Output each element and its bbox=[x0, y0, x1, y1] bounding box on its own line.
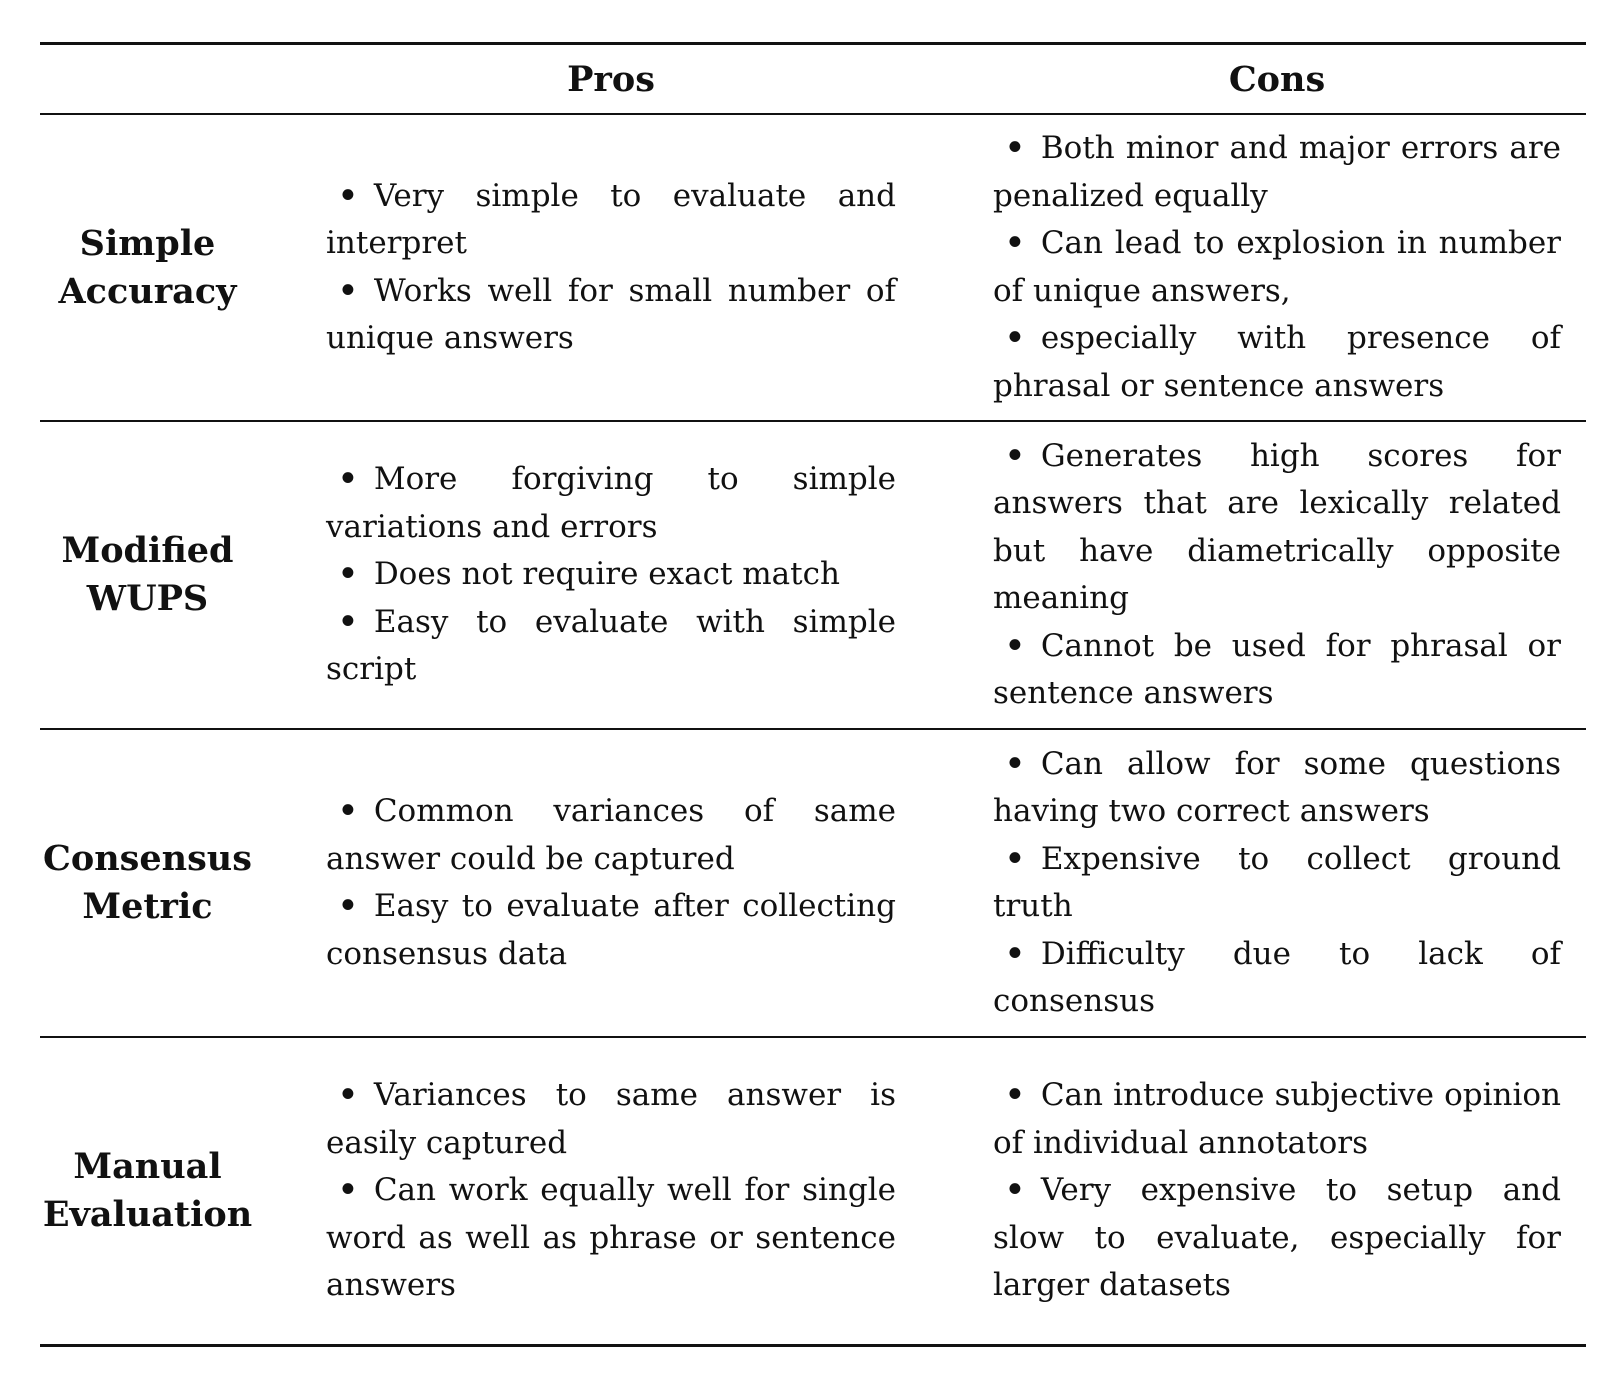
bullet-icon: • bbox=[1005, 1172, 1025, 1209]
header-cons: Cons bbox=[1228, 58, 1326, 100]
row-label-modified-wups: Modified WUPS bbox=[40, 422, 255, 728]
bullet-icon: • bbox=[1005, 437, 1025, 474]
header-rule bbox=[40, 113, 1586, 115]
cons-item: • Cannot be used for phrasal or sentence … bbox=[993, 623, 1561, 718]
row-label-line: Metric bbox=[82, 886, 213, 927]
bullet-icon: • bbox=[338, 1077, 358, 1114]
bullet-icon: • bbox=[338, 888, 358, 924]
bullet-icon: • bbox=[1005, 745, 1025, 782]
row-divider bbox=[40, 420, 1586, 422]
pros-item: • Can work equally well for single word a… bbox=[326, 1167, 896, 1310]
top-rule bbox=[40, 42, 1586, 45]
cons-item-text: Both minor and major errors are penalize… bbox=[993, 130, 1561, 214]
cons-item-text: Difficulty due to lack of consensus bbox=[993, 935, 1561, 1020]
pros-item-text: Common variances of same answer could be… bbox=[326, 793, 896, 877]
cons-item: • Difficulty due to lack of consensus bbox=[993, 931, 1561, 1026]
cons-item-text: Very expensive to setup and slow to eval… bbox=[993, 1172, 1561, 1304]
bullet-icon: • bbox=[1005, 1077, 1025, 1114]
header-pros: Pros bbox=[567, 58, 655, 100]
cons-cell-modified-wups: • Generates high scores for answers that … bbox=[993, 422, 1561, 728]
row-label-line: Accuracy bbox=[58, 270, 237, 312]
pros-item: • Does not require exact match bbox=[326, 551, 896, 599]
pros-item-text: Easy to evaluate after collecting consen… bbox=[326, 888, 896, 972]
cons-cell-simple-accuracy: • Both minor and major errors are penaliz… bbox=[993, 115, 1561, 420]
bullet-icon: • bbox=[338, 1172, 358, 1209]
pros-item-text: More forgiving to simple variations and … bbox=[326, 461, 896, 545]
cons-item-text: Can introduce subjective opinion of indi… bbox=[993, 1077, 1561, 1161]
pros-item: • Easy to evaluate with simple script bbox=[326, 599, 896, 694]
row-label-line: Simple bbox=[79, 222, 216, 264]
cons-item: • Can allow for some questions having two… bbox=[993, 741, 1561, 836]
cons-item-text: Generates high scores for answers that a… bbox=[993, 437, 1561, 617]
cons-item: • Very expensive to setup and slow to eva… bbox=[993, 1167, 1561, 1310]
pros-item: • Easy to evaluate after collecting conse… bbox=[326, 883, 896, 978]
bullet-icon: • bbox=[338, 461, 358, 498]
bullet-icon: • bbox=[338, 603, 358, 640]
bullet-icon: • bbox=[338, 272, 358, 309]
bullet-icon: • bbox=[338, 556, 358, 593]
bullet-icon: • bbox=[1005, 320, 1025, 356]
pros-item-text: Does not require exact match bbox=[373, 556, 840, 593]
bullet-icon: • bbox=[338, 177, 358, 214]
row-label-consensus-metric: Consensus Metric bbox=[40, 730, 255, 1036]
row-label-simple-accuracy: Simple Accuracy bbox=[40, 115, 255, 420]
pros-item-text: Can work equally well for single word as… bbox=[326, 1172, 896, 1304]
row-divider bbox=[40, 728, 1586, 730]
cons-cell-consensus-metric: • Can allow for some questions having two… bbox=[993, 730, 1561, 1036]
cons-item-text: Can allow for some questions having two … bbox=[993, 745, 1561, 830]
pros-cell-manual-evaluation: • Variances to same answer is easily capt… bbox=[326, 1038, 896, 1344]
pros-item: • Variances to same answer is easily capt… bbox=[326, 1072, 896, 1167]
pros-cell-modified-wups: • More forgiving to simple variations and… bbox=[326, 422, 896, 728]
row-label-line: Manual bbox=[73, 1146, 222, 1187]
row-label-line: WUPS bbox=[86, 578, 209, 619]
pros-item-text: Very simple to evaluate and interpret bbox=[326, 177, 896, 262]
cons-item-text: Cannot be used for phrasal or sentence a… bbox=[993, 627, 1561, 712]
cons-item: • Generates high scores for answers that … bbox=[993, 433, 1561, 623]
cons-item-text: especially with presence of phrasal or s… bbox=[993, 320, 1561, 404]
cons-item: • Expensive to collect ground truth bbox=[993, 836, 1561, 931]
bullet-icon: • bbox=[1005, 840, 1025, 877]
pros-item-text: Variances to same answer is easily captu… bbox=[326, 1077, 896, 1161]
row-label-line: Consensus bbox=[43, 838, 252, 879]
row-label-line: Modified bbox=[61, 530, 234, 571]
cons-item: • Can introduce subjective opinion of ind… bbox=[993, 1072, 1561, 1167]
pros-cell-simple-accuracy: • Very simple to evaluate and interpret •… bbox=[326, 115, 896, 420]
pros-item-text: Works well for small number of unique an… bbox=[326, 272, 896, 357]
bullet-icon: • bbox=[1005, 225, 1025, 261]
cons-item: • Both minor and major errors are penaliz… bbox=[993, 125, 1561, 220]
cons-cell-manual-evaluation: • Can introduce subjective opinion of ind… bbox=[993, 1038, 1561, 1344]
bullet-icon: • bbox=[1005, 627, 1025, 664]
pros-item: • Very simple to evaluate and interpret bbox=[326, 173, 896, 268]
pros-item: • Common variances of same answer could b… bbox=[326, 788, 896, 883]
row-label-manual-evaluation: Manual Evaluation bbox=[40, 1038, 255, 1344]
cons-item: • especially with presence of phrasal or … bbox=[993, 315, 1561, 410]
bullet-icon: • bbox=[1005, 935, 1025, 972]
pros-item-text: Easy to evaluate with simple script bbox=[326, 603, 896, 688]
pros-item: • Works well for small number of unique a… bbox=[326, 268, 896, 363]
cons-item: • Can lead to explosion in number of uniq… bbox=[993, 220, 1561, 315]
row-label-line: Evaluation bbox=[42, 1194, 253, 1235]
pros-cell-consensus-metric: • Common variances of same answer could b… bbox=[326, 730, 896, 1036]
cons-item-text: Expensive to collect ground truth bbox=[993, 840, 1561, 925]
pros-item: • More forgiving to simple variations and… bbox=[326, 456, 896, 551]
bullet-icon: • bbox=[338, 793, 358, 829]
cons-item-text: Can lead to explosion in number of uniqu… bbox=[993, 225, 1561, 309]
bottom-rule bbox=[40, 1344, 1586, 1347]
row-divider bbox=[40, 1036, 1586, 1038]
bullet-icon: • bbox=[1005, 130, 1025, 166]
